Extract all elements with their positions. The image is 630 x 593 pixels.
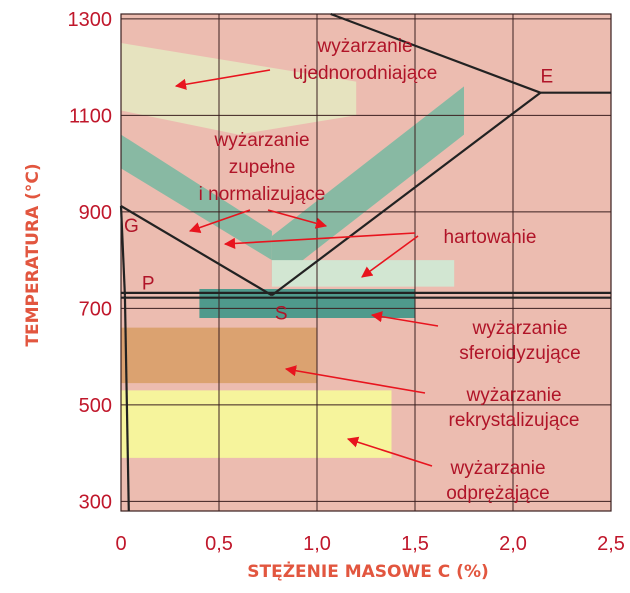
region-zupelne-band (121, 134, 272, 261)
annotation-sferoidyzujace-line-0: wyżarzanie (471, 318, 567, 339)
treatment-regions (121, 43, 464, 458)
region-sferoidyzujace-box (199, 289, 415, 318)
annotation-zupelne-line-0: wyżarzanie (213, 130, 309, 151)
y-tick-900: 900 (79, 202, 112, 224)
phase-points: E G P S (124, 67, 553, 325)
grid (120, 13, 612, 512)
annotation-rekrystalizujace-line-0: wyżarzanie (465, 385, 561, 406)
x-tick-0: 0 (115, 533, 126, 555)
axis-ticks: 0 0,5 1,0 1,5 2,0 2,5 300 500 700 900 1100 1300 (68, 9, 625, 555)
y-tick-700: 700 (79, 298, 112, 320)
arrow-odprezajace (346, 436, 433, 467)
phase-lines (119, 12, 611, 512)
line-GP (119, 205, 126, 296)
region-ujednorodniajace-band (121, 43, 357, 135)
annotation-ujednorodniajace-line-0: wyżarzanie (316, 36, 412, 57)
arrow-hartowanie-left (223, 232, 416, 250)
annotation-odprezajace-line-0: wyżarzanie (449, 458, 545, 479)
line-solvus-PQ (123, 295, 130, 512)
annotation-sferoidyzujace-line-1: sferoidyzujące (459, 343, 580, 364)
y-axis-title: TEMPERATURA (°C) (23, 163, 43, 346)
plot-frame (120, 13, 612, 512)
x-tick-1-5: 1,5 (401, 533, 429, 555)
arrow-zupelne-right (267, 209, 328, 229)
annotation-ujednorodniajace-line-1: ujednorodniające (293, 63, 438, 84)
annotation-zupelne-line-1: zupełne (229, 157, 296, 178)
y-tick-500: 500 (79, 395, 112, 417)
x-tick-1-0: 1,0 (303, 533, 331, 555)
point-label-P: P (142, 273, 155, 294)
annotation-arrows (174, 69, 439, 467)
x-axis-title: STĘŻENIE MASOWE C (%) (247, 560, 489, 582)
y-tick-1300: 1300 (68, 9, 113, 31)
x-tick-2-5: 2,5 (597, 533, 625, 555)
arrow-sferoidyzujace (370, 311, 439, 327)
y-tick-1100: 1100 (69, 105, 112, 127)
annotations: wyżarzanie ujednorodniające wyżarzanie zupe… (199, 36, 581, 504)
arrow-rekrystalizujace (284, 365, 426, 394)
point-label-E: E (540, 67, 553, 88)
line-liquidus-AC (330, 12, 541, 94)
annotation-odprezajace-line-1: odprężające (446, 483, 550, 504)
line-Acm-ES (271, 91, 542, 297)
annotation-rekrystalizujace-line-1: rekrystalizujące (449, 410, 580, 431)
arrow-ujednorodniajace (174, 69, 271, 90)
x-tick-0-5: 0,5 (205, 533, 233, 555)
arrow-zupelne-left (188, 209, 251, 233)
region-odprezajace-box (121, 390, 392, 458)
point-label-G: G (124, 216, 139, 237)
annotation-hartowanie-line-0: hartowanie (444, 227, 537, 248)
region-hartowanie-band (271, 86, 464, 285)
y-tick-300: 300 (79, 491, 112, 513)
point-label-S: S (275, 303, 288, 324)
arrow-hartowanie-right (361, 235, 419, 278)
line-A3-GS (120, 205, 273, 297)
annotation-zupelne-line-2: i normalizujące (199, 184, 326, 205)
x-tick-2-0: 2,0 (499, 533, 527, 555)
